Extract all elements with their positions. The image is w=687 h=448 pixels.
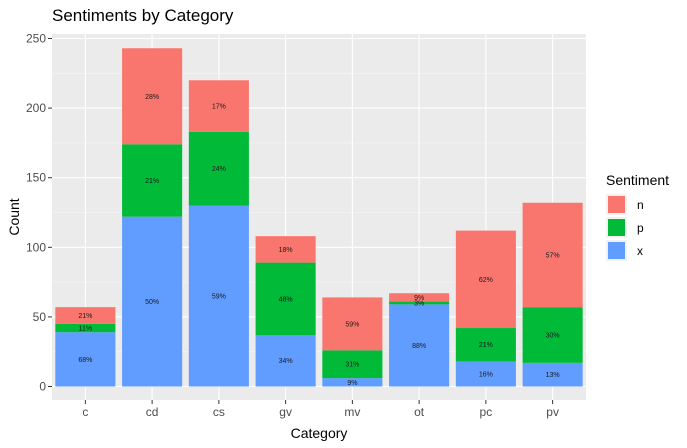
bar-segment-n-cs: [188, 80, 249, 132]
legend-title: Sentiment: [606, 172, 670, 188]
y-tick-label: 150: [26, 171, 46, 185]
data-label-p-c: 11%: [79, 326, 93, 333]
x-tick-label: cd: [146, 405, 159, 419]
data-label-n-mv: 59%: [345, 321, 359, 328]
bar-segment-x-ot: [389, 304, 450, 387]
bar-segment-x-cs: [188, 205, 249, 387]
bar-segment-p-cs: [188, 131, 249, 206]
data-label-p-pv: 30%: [546, 332, 560, 339]
y-tick-label: 50: [33, 310, 47, 324]
data-label-x-ot: 88%: [412, 343, 426, 350]
legend-key-x: [606, 240, 627, 261]
x-tick-label: mv: [344, 405, 360, 419]
bar-segment-x-pc: [455, 361, 516, 387]
bar-segment-p-gv: [255, 262, 316, 335]
bar-segment-p-ot: [389, 301, 450, 305]
x-tick-label: cs: [213, 405, 225, 419]
bar-segment-x-cd: [122, 216, 183, 387]
data-label-x-cd: 50%: [145, 299, 159, 306]
bar-segment-p-pc: [455, 328, 516, 362]
legend-key-n: [606, 194, 627, 215]
bar-labels: 68% 11% 21% 50% 21% 28% 59% 24% 17% 34% 48% 18% 9% 31…: [78, 94, 559, 387]
bars: [55, 48, 583, 387]
data-label-p-gv: 48%: [279, 296, 293, 303]
y-tick-label: 200: [26, 101, 46, 115]
y-tick-label: 100: [26, 240, 46, 254]
data-label-x-gv: 34%: [279, 358, 293, 365]
x-axis-title: Category: [291, 425, 348, 441]
x-tick-label: pv: [546, 405, 559, 419]
data-label-p-cd: 21%: [145, 178, 159, 185]
x-tick-label: c: [82, 405, 88, 419]
bar-segment-n-pc: [455, 230, 516, 329]
bar-segment-p-pv: [522, 307, 583, 363]
data-label-n-ot: 9%: [414, 295, 424, 302]
legend-label-p: p: [637, 220, 644, 235]
data-label-x-c: 68%: [78, 357, 92, 364]
data-label-x-pv: 13%: [546, 372, 560, 379]
legend-label-n: n: [637, 197, 644, 212]
chart-title: Sentiments by Category: [52, 6, 234, 25]
legend-label-x: x: [637, 243, 643, 258]
y-tick-label: 0: [39, 380, 46, 394]
data-label-p-pc: 21%: [479, 342, 493, 349]
bar-segment-x-mv: [322, 378, 383, 387]
data-label-x-pc: 16%: [479, 371, 493, 378]
y-axis: 0 50 100 150 200 250: [26, 32, 52, 394]
y-axis-title: Count: [6, 198, 22, 235]
x-tick-label: pc: [480, 405, 493, 419]
legend-item-p: p: [606, 216, 669, 239]
data-label-x-cs: 59%: [212, 294, 226, 301]
data-label-x-mv: 9%: [347, 380, 357, 387]
bar-segment-x-gv: [255, 334, 316, 387]
bar-segment-p-c: [55, 323, 116, 333]
x-tick-label: ot: [414, 405, 425, 419]
data-label-p-mv: 31%: [345, 362, 359, 369]
data-label-p-ot: 3%: [414, 300, 424, 307]
x-axis: c cd cs gv mv ot pc pv: [82, 400, 559, 419]
data-label-n-pc: 62%: [479, 277, 493, 284]
bar-segment-n-gv: [255, 236, 316, 263]
bar-segment-n-pv: [522, 202, 583, 308]
bar-segment-x-c: [55, 332, 116, 387]
bar-segment-n-cd: [122, 48, 183, 145]
legend-item-x: x: [606, 239, 669, 262]
x-tick-label: gv: [279, 405, 292, 419]
legend-key-p: [606, 217, 627, 238]
bar-segment-n-ot: [389, 293, 450, 302]
bar-segment-n-c: [55, 307, 116, 324]
data-label-n-cd: 28%: [145, 94, 159, 101]
legend-item-n: n: [606, 193, 669, 216]
data-label-n-pv: 57%: [546, 252, 560, 259]
y-tick-label: 250: [26, 32, 46, 46]
data-label-n-gv: 18%: [279, 247, 293, 254]
bar-segment-p-mv: [322, 350, 383, 379]
bar-segment-n-mv: [322, 297, 383, 351]
data-label-n-cs: 17%: [212, 104, 226, 111]
data-label-n-c: 21%: [78, 313, 92, 320]
bar-segment-p-cd: [122, 144, 183, 217]
bar-segment-x-pv: [522, 362, 583, 387]
data-label-p-cs: 24%: [212, 166, 226, 173]
